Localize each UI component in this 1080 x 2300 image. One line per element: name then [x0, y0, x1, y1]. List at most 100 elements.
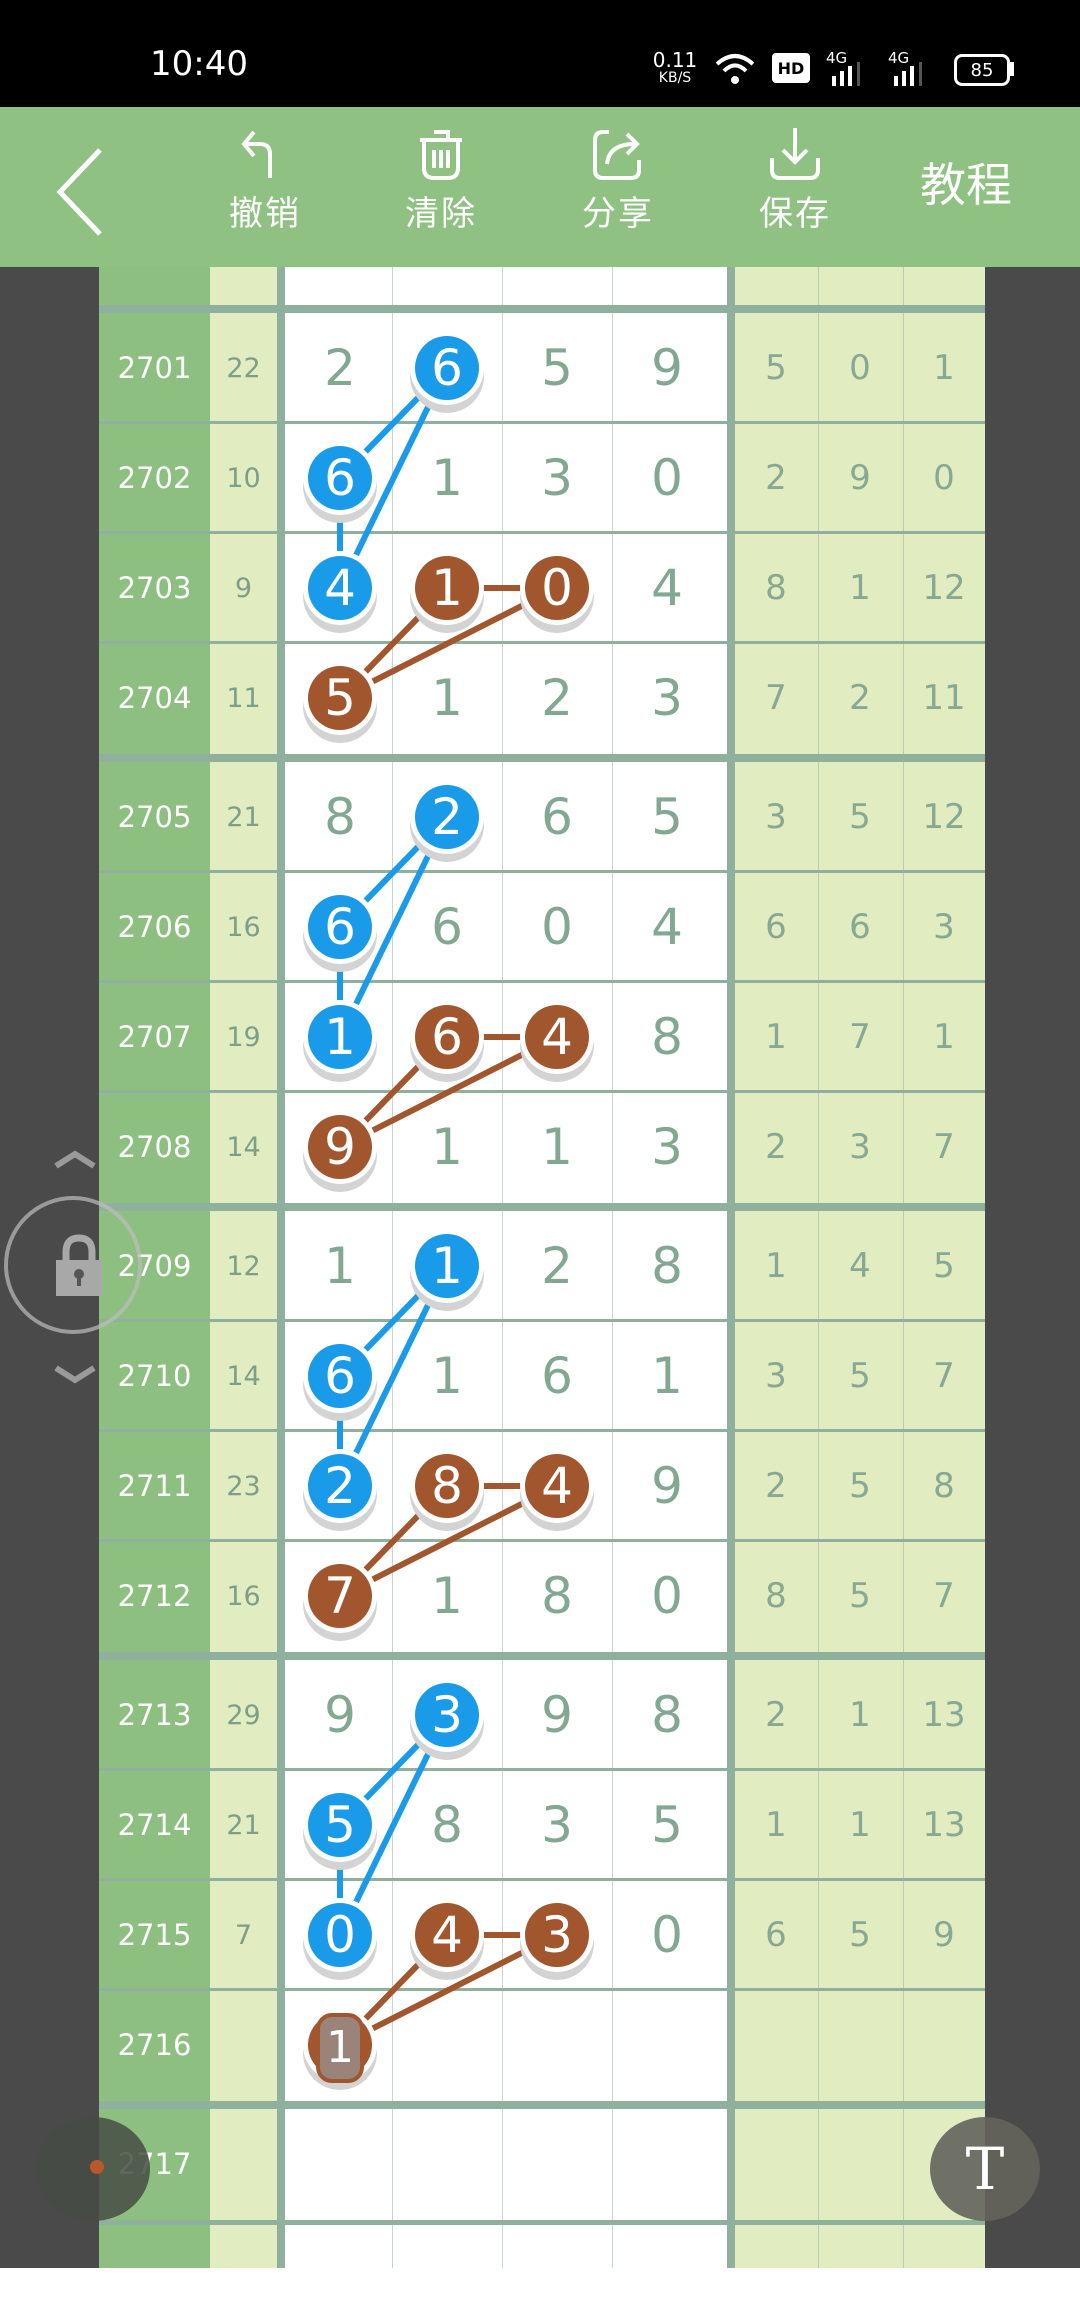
- blue-ball: [308, 1344, 372, 1408]
- battery-icon: 85: [954, 54, 1010, 86]
- back-button[interactable]: [52, 142, 112, 242]
- stat-value: 12: [922, 797, 966, 837]
- digit-cell[interactable]: 8: [651, 1008, 683, 1066]
- row-divider: [99, 1429, 985, 1432]
- ball-digit: 5: [324, 1796, 356, 1854]
- digit-cell[interactable]: 3: [541, 1796, 573, 1854]
- row-divider: [99, 1539, 985, 1542]
- group-divider: [99, 754, 985, 762]
- digit-cell[interactable]: 5: [651, 1796, 683, 1854]
- stat-value: 7: [933, 1127, 955, 1167]
- stat-value: 7: [849, 1017, 871, 1057]
- blue-ball: [415, 336, 479, 400]
- digit-cell[interactable]: 8: [541, 1567, 573, 1625]
- digit-cell[interactable]: 6: [431, 898, 463, 956]
- row-divider: [99, 1319, 985, 1322]
- period-label: 2702: [117, 461, 192, 495]
- sum-value: 10: [226, 462, 261, 494]
- digit-cell[interactable]: 1: [541, 1118, 573, 1176]
- save-button[interactable]: 保存: [730, 122, 860, 252]
- lock-button[interactable]: [4, 1196, 142, 1334]
- sum-value: 14: [226, 1131, 261, 1163]
- marks-overlay: 6 6 4 1 0 5 2 6 1 6 4 9 1 6 2 8 4 7 3 5 0 4 3 1: [303, 331, 594, 2090]
- period-label: 2708: [117, 1130, 192, 1164]
- blue-ball: [308, 1454, 372, 1518]
- blue-ball: [308, 895, 372, 959]
- chevron-up-icon[interactable]: [50, 1148, 100, 1172]
- digit-cell[interactable]: 5: [541, 339, 573, 397]
- digit-cell[interactable]: 0: [651, 449, 683, 507]
- stat-value: 1: [765, 1246, 787, 1286]
- digit-cell[interactable]: 3: [541, 449, 573, 507]
- digit-cell[interactable]: 8: [431, 1796, 463, 1854]
- digit-cell[interactable]: 2: [541, 1237, 573, 1295]
- digit-cell[interactable]: 0: [541, 898, 573, 956]
- digit-cell[interactable]: 4: [651, 559, 683, 617]
- ball-digit: 2: [431, 788, 463, 846]
- digit-cell[interactable]: 2: [324, 339, 356, 397]
- sum-value: 7: [234, 1919, 253, 1951]
- digit-cell[interactable]: 0: [651, 1906, 683, 1964]
- digit-cell[interactable]: 5: [651, 788, 683, 846]
- digit-cell[interactable]: 1: [431, 1347, 463, 1405]
- stats-area: [735, 267, 985, 2268]
- brown-ball: [525, 1005, 589, 1069]
- digit-cell[interactable]: 9: [541, 1686, 573, 1744]
- period-label: 2715: [117, 1918, 192, 1952]
- connector-line: [338, 1932, 559, 2048]
- digit-cell[interactable]: 4: [651, 898, 683, 956]
- digit-cell[interactable]: 3: [651, 1118, 683, 1176]
- clear-button[interactable]: 清除: [376, 122, 506, 252]
- period-label: 2710: [117, 1359, 192, 1393]
- digit-cell[interactable]: 9: [324, 1686, 356, 1744]
- undo-button[interactable]: 撤销: [200, 122, 330, 252]
- column-line: [392, 267, 393, 2268]
- ball-digit: 0: [541, 559, 573, 617]
- ball-digit: 4: [541, 1008, 573, 1066]
- digit-cell[interactable]: 3: [651, 669, 683, 727]
- digit-cell[interactable]: 6: [541, 1347, 573, 1405]
- digit-cell[interactable]: 8: [651, 1237, 683, 1295]
- digit-cell[interactable]: 1: [431, 1118, 463, 1176]
- digit-cell[interactable]: 8: [651, 1686, 683, 1744]
- stat-value: 9: [849, 458, 871, 498]
- status-bar: 10:40 0.11 KB/S HD 4G 4G 85: [0, 0, 1080, 107]
- sum-value: 21: [226, 1809, 261, 1841]
- stat-value: 3: [765, 1356, 787, 1396]
- chevron-down-icon[interactable]: [50, 1362, 100, 1386]
- digit-cell[interactable]: 1: [651, 1347, 683, 1405]
- stat-value: 5: [849, 1466, 871, 1506]
- row-divider: [99, 2220, 985, 2225]
- trash-icon: [420, 130, 462, 180]
- period-label: 2707: [117, 1020, 192, 1054]
- digit-cell[interactable]: 1: [431, 1567, 463, 1625]
- digit-cell[interactable]: 6: [541, 788, 573, 846]
- column-line: [818, 267, 819, 2268]
- digit-cell[interactable]: 9: [651, 1457, 683, 1515]
- tutorial-link[interactable]: 教程: [920, 158, 1012, 212]
- brown-ball: [415, 1903, 479, 1967]
- ball-digit: 0: [324, 1906, 356, 1964]
- stat-value: 11: [922, 678, 966, 718]
- row-divider: [99, 1090, 985, 1093]
- digit-cell[interactable]: 2: [541, 669, 573, 727]
- brown-ball: [525, 1454, 589, 1518]
- digit-cell[interactable]: 0: [651, 1567, 683, 1625]
- trend-chart-board[interactable]: 2701 22 2 5 9 5 0 1 2702 10 1 3 0 2 9 0 2703 9 4 8 1 12 2704 11…: [0, 267, 1080, 2268]
- ball-digit: 6: [324, 898, 356, 956]
- digit-cell[interactable]: 1: [324, 1237, 356, 1295]
- digit-cell[interactable]: 1: [431, 669, 463, 727]
- stat-value: 1: [933, 1017, 955, 1057]
- stat-value: 6: [849, 907, 871, 947]
- digit-cell[interactable]: 1: [431, 449, 463, 507]
- share-button[interactable]: 分享: [553, 122, 683, 252]
- digit-cell[interactable]: 8: [324, 788, 356, 846]
- stat-value: 5: [765, 348, 787, 388]
- net-speed-value: 0.11: [652, 48, 698, 72]
- period-label: 2714: [117, 1808, 192, 1842]
- text-tool-button[interactable]: T: [930, 2117, 1040, 2221]
- stat-value: 13: [922, 1695, 966, 1735]
- stat-value: 2: [765, 458, 787, 498]
- digit-cell[interactable]: 9: [651, 339, 683, 397]
- period-label: 2701: [117, 351, 192, 385]
